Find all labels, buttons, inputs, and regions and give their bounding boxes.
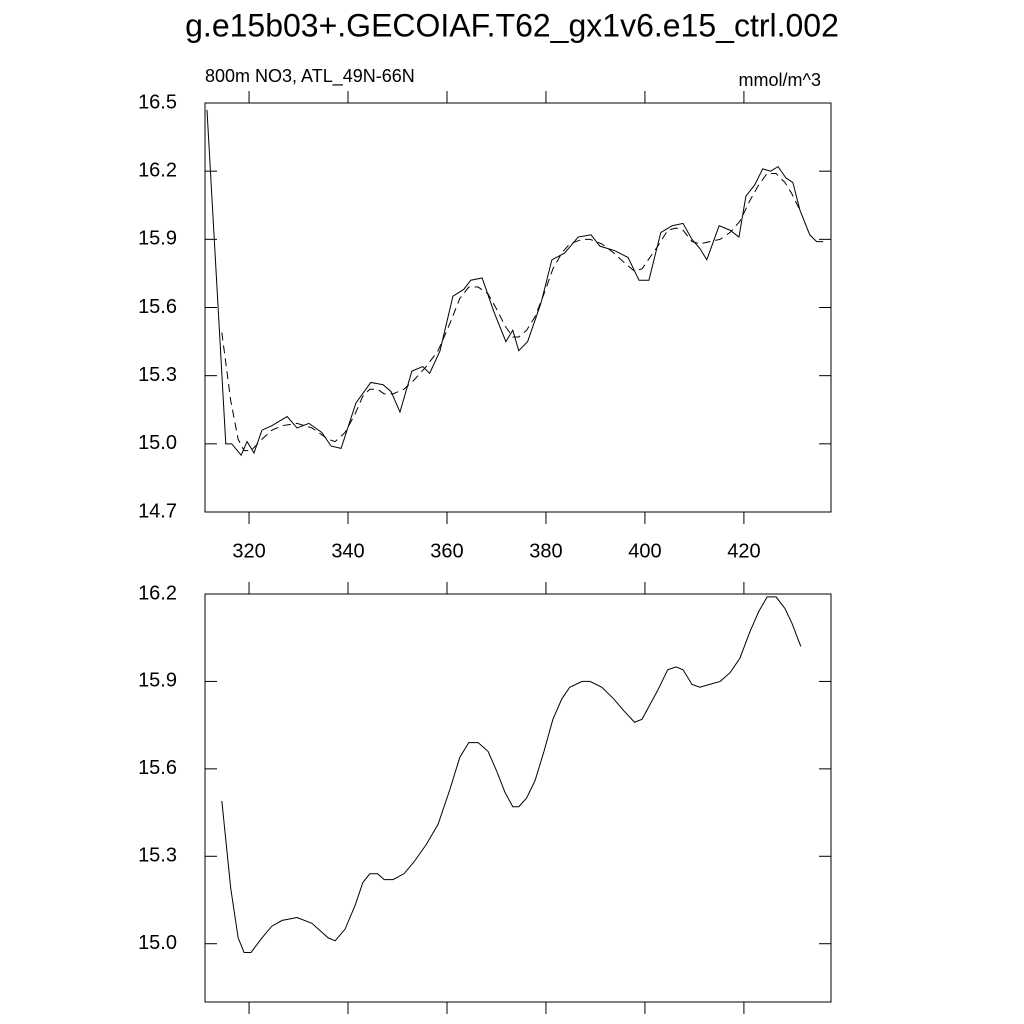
y-tick-label: 15.6 [138, 757, 177, 779]
subtitle-right: mmol/m^3 [739, 70, 821, 90]
y-tick-label: 16.2 [138, 582, 177, 604]
x-tick-label: 400 [628, 540, 661, 562]
y-tick-label: 16.2 [138, 159, 177, 181]
y-tick-label: 14.7 [138, 500, 177, 522]
y-tick-label: 15.0 [138, 932, 177, 954]
page-title: g.e15b03+.GECOIAF.T62_gx1v6.e15_ctrl.002 [185, 7, 839, 43]
y-tick-label: 15.9 [138, 228, 177, 250]
y-tick-label: 15.9 [138, 670, 177, 692]
subtitle-left: 800m NO3, ATL_49N-66N [205, 66, 415, 87]
y-tick-label: 15.3 [138, 364, 177, 386]
data-line [221, 596, 802, 953]
x-tick-label: 320 [232, 540, 265, 562]
y-tick-label: 15.0 [138, 432, 177, 454]
y-tick-label: 15.3 [138, 845, 177, 867]
data-line [221, 172, 802, 452]
plot-frame [204, 102, 832, 513]
plot-frame [204, 593, 832, 1003]
x-tick-label: 360 [430, 540, 463, 562]
x-tick-label: 340 [331, 540, 364, 562]
y-tick-label: 16.5 [138, 91, 177, 113]
y-tick-label: 15.6 [138, 296, 177, 318]
x-tick-label: 420 [727, 540, 760, 562]
data-line [206, 109, 824, 457]
x-tick-label: 380 [529, 540, 562, 562]
